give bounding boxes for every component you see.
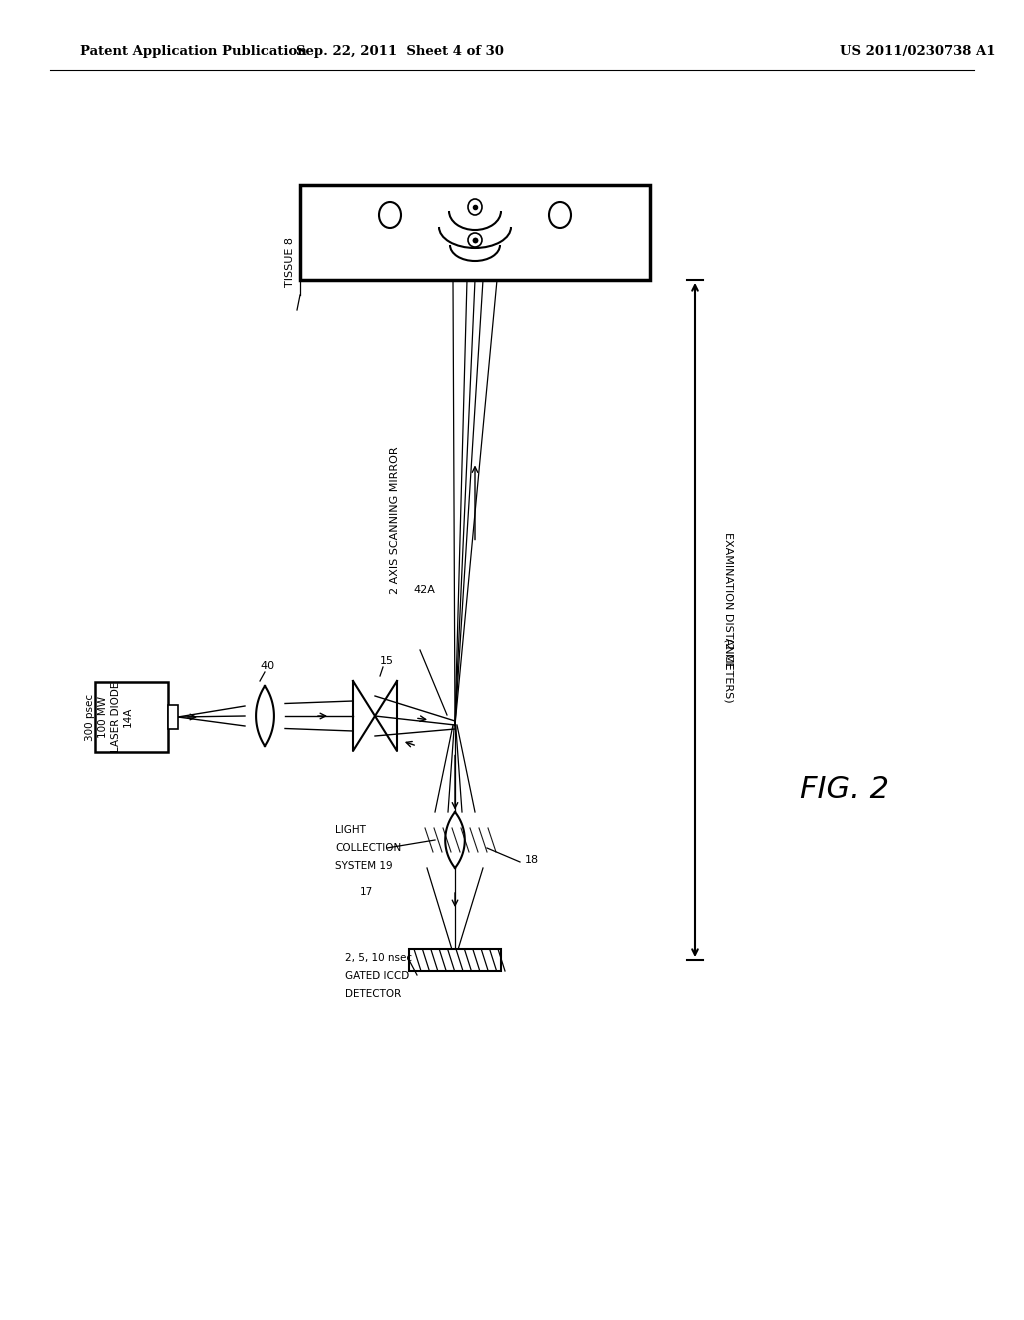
- Text: 14A: 14A: [123, 706, 133, 727]
- Ellipse shape: [468, 199, 482, 215]
- Text: 300 psec: 300 psec: [85, 693, 95, 741]
- Text: LASER DIODE: LASER DIODE: [111, 682, 121, 752]
- Bar: [300, 185, 650, 280]
- Text: DETECTOR: DETECTOR: [345, 989, 401, 999]
- Text: Patent Application Publication: Patent Application Publication: [80, 45, 307, 58]
- Text: SYSTEM 19: SYSTEM 19: [335, 861, 392, 871]
- Text: Sep. 22, 2011  Sheet 4 of 30: Sep. 22, 2011 Sheet 4 of 30: [296, 45, 504, 58]
- Text: 2 AXIS SCANNING MIRROR: 2 AXIS SCANNING MIRROR: [390, 446, 400, 594]
- Text: 2, 5, 10 nsec: 2, 5, 10 nsec: [345, 953, 412, 964]
- Text: GATED ICCD: GATED ICCD: [345, 972, 410, 981]
- Text: 100 MW: 100 MW: [98, 696, 108, 738]
- Text: FIG. 2: FIG. 2: [800, 776, 889, 804]
- Text: 15: 15: [380, 656, 394, 667]
- Text: TISSUE 8: TISSUE 8: [285, 238, 295, 286]
- Text: EXAMINATION DISTANCE: EXAMINATION DISTANCE: [723, 532, 733, 668]
- Text: 17: 17: [360, 887, 374, 898]
- Ellipse shape: [379, 202, 401, 228]
- Ellipse shape: [549, 202, 571, 228]
- Text: COLLECTION: COLLECTION: [335, 843, 401, 853]
- Text: 40: 40: [260, 661, 274, 671]
- Bar: [168, 705, 178, 729]
- Bar: [409, 949, 501, 972]
- Bar: [95, 682, 168, 752]
- Text: 18: 18: [525, 855, 539, 865]
- Ellipse shape: [468, 234, 482, 247]
- Text: 42A: 42A: [413, 585, 435, 595]
- Text: US 2011/0230738 A1: US 2011/0230738 A1: [840, 45, 995, 58]
- Text: LIGHT: LIGHT: [335, 825, 366, 836]
- Text: (2 METERS): (2 METERS): [723, 638, 733, 702]
